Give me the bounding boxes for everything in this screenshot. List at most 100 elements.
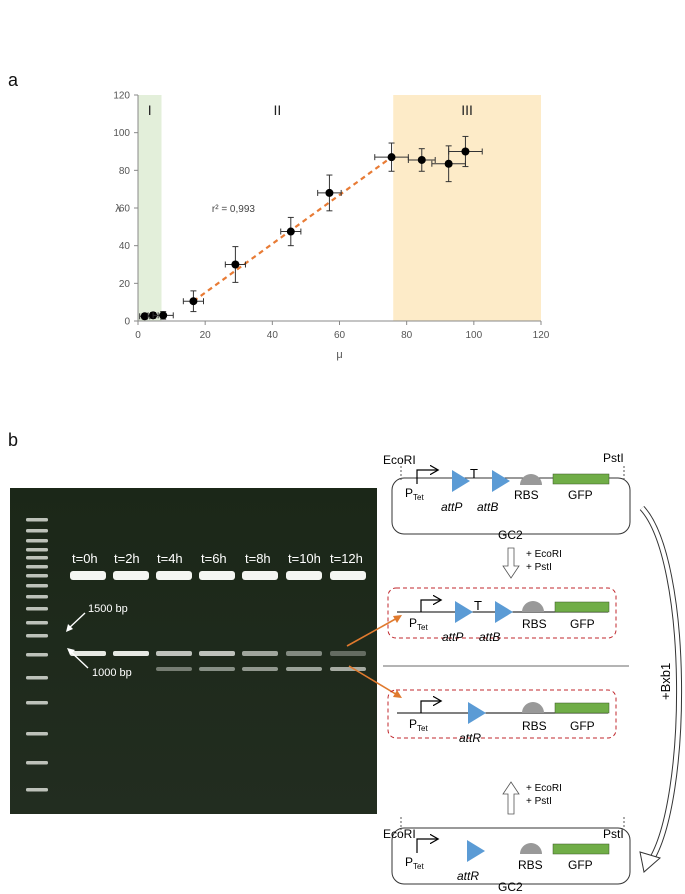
y-tick-label: 20: [119, 279, 131, 290]
digest-psti-1: + PstI: [526, 562, 552, 573]
ptet-p-bottom: P: [405, 855, 413, 869]
ladder-band: [26, 548, 48, 552]
well-band-5: [242, 571, 278, 580]
gfp-label-frag2: GFP: [570, 719, 595, 733]
well-band-7: [330, 571, 366, 580]
ladder-band: [26, 574, 48, 578]
rbs-label-frag1: RBS: [522, 617, 547, 631]
digest-ecori-2: + EcoRI: [526, 783, 562, 794]
upper-band-7: [330, 651, 366, 656]
lane-label-4: t=6h: [201, 551, 227, 566]
attb-label-frag1: attB: [479, 630, 500, 644]
well-band-2: [113, 571, 149, 580]
ladder-band: [26, 701, 48, 705]
lane-label-3: t=4h: [157, 551, 183, 566]
region-label-1: I: [148, 102, 152, 118]
lane-label-2: t=2h: [114, 551, 140, 566]
y-tick-label: 0: [124, 317, 130, 328]
ladder-band: [26, 595, 48, 599]
ladder-band: [26, 529, 48, 533]
fit-line: [192, 156, 393, 303]
ladder-band: [26, 607, 48, 611]
ladder-band: [26, 621, 48, 625]
region-label-3: III: [461, 102, 473, 118]
ladder-band: [26, 676, 48, 680]
data-point-3: [159, 311, 168, 320]
r-squared-annotation: r² = 0,993: [212, 204, 256, 215]
gel-lanes: [70, 571, 366, 671]
data-point-9: [417, 155, 426, 164]
bxb1-arrow: +Bxb1: [639, 505, 682, 873]
ladder-band: [26, 761, 48, 765]
x-axis-label: μ: [336, 349, 342, 361]
x-tick-label: 80: [401, 330, 413, 341]
x-tick-label: 60: [334, 330, 346, 341]
y-axis-label: λ: [115, 203, 121, 215]
x-tick-label: 120: [533, 330, 550, 341]
region-3: [393, 95, 541, 321]
attp-label-top: attP: [441, 500, 462, 514]
plasmid-bottom: EcoRI PstI P Tet attR RBS GFP GC2: [383, 817, 631, 894]
gfp-label-bottom: GFP: [568, 858, 593, 872]
y-tick-label: 100: [113, 128, 130, 139]
data-point-10: [444, 159, 453, 168]
ladder-band: [26, 788, 48, 792]
psti-label-top: PstI: [603, 451, 624, 465]
well-band-1: [70, 571, 106, 580]
ptet-sub-frag1: Tet: [417, 623, 428, 632]
ecori-label-bottom: EcoRI: [383, 827, 416, 841]
ladder-band: [26, 653, 48, 657]
upper-band-6: [286, 651, 322, 656]
x-tick-label: 0: [135, 330, 141, 341]
ptet-sub-bottom: Tet: [413, 862, 424, 871]
x-tick-label: 100: [465, 330, 482, 341]
lower-band-3: [156, 667, 192, 671]
gfp-label-frag1: GFP: [570, 617, 595, 631]
region-2: [161, 95, 394, 321]
x-tick-label: 20: [200, 330, 212, 341]
ptet-p-frag1: P: [409, 616, 417, 630]
y-tick-label: 80: [119, 166, 131, 177]
data-point-6: [286, 227, 295, 236]
well-band-6: [286, 571, 322, 580]
lane-label-5: t=8h: [245, 551, 271, 566]
bxb1-label: +Bxb1: [658, 663, 673, 700]
attp-label-frag1: attP: [442, 630, 463, 644]
digest-psti-2: + PstI: [526, 796, 552, 807]
ptet-p-frag2: P: [409, 717, 417, 731]
marker-1000-label: 1000 bp: [92, 667, 132, 679]
ladder-band: [26, 539, 48, 543]
ecori-label-top: EcoRI: [383, 453, 416, 467]
panel-letter-a: a: [8, 70, 19, 90]
lower-band-4: [199, 667, 235, 671]
fragment-attp-attb: P Tet attP T attB RBS GFP: [387, 587, 617, 644]
lane-label-1: t=0h: [72, 551, 98, 566]
data-point-4: [189, 297, 198, 306]
gc2-label-top: GC2: [498, 528, 523, 542]
plasmid-top: EcoRI PstI P Tet attP T attB RBS GFP GC2: [383, 451, 631, 542]
data-point-1: [140, 312, 149, 321]
data-point-5: [231, 260, 240, 269]
attr-label-frag2: attR: [459, 731, 481, 745]
upper-band-2: [113, 651, 149, 656]
lower-band-6: [286, 667, 322, 671]
data-point-11: [461, 147, 470, 156]
well-band-4: [199, 571, 235, 580]
lane-label-6: t=10h: [288, 551, 321, 566]
y-tick-label: 40: [119, 241, 131, 252]
gfp-label-top: GFP: [568, 488, 593, 502]
digest-arrow-down: + EcoRI + PstI: [502, 547, 562, 579]
upper-band-4: [199, 651, 235, 656]
region-1: [138, 95, 162, 321]
well-band-3: [156, 571, 192, 580]
terminator-top: T: [470, 466, 478, 481]
ladder-band: [26, 634, 48, 638]
lane-label-7: t=12h: [330, 551, 363, 566]
ladder-band: [26, 732, 48, 736]
digest-arrow-up: + EcoRI + PstI: [502, 781, 562, 815]
terminator-frag1: T: [474, 598, 482, 613]
gc2-label-bottom: GC2: [498, 880, 523, 894]
marker-1500-label: 1500 bp: [88, 603, 128, 615]
